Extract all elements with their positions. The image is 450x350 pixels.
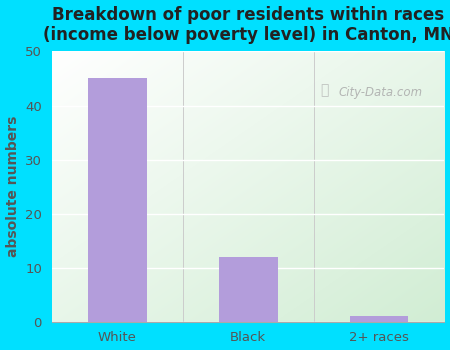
- Text: ⓘ: ⓘ: [321, 84, 329, 98]
- Text: City-Data.com: City-Data.com: [338, 85, 423, 98]
- Title: Breakdown of poor residents within races
(income below poverty level) in Canton,: Breakdown of poor residents within races…: [43, 6, 450, 44]
- Bar: [88, 78, 147, 322]
- Y-axis label: absolute numbers: absolute numbers: [5, 116, 19, 257]
- Bar: [219, 257, 278, 322]
- Bar: [350, 316, 409, 322]
